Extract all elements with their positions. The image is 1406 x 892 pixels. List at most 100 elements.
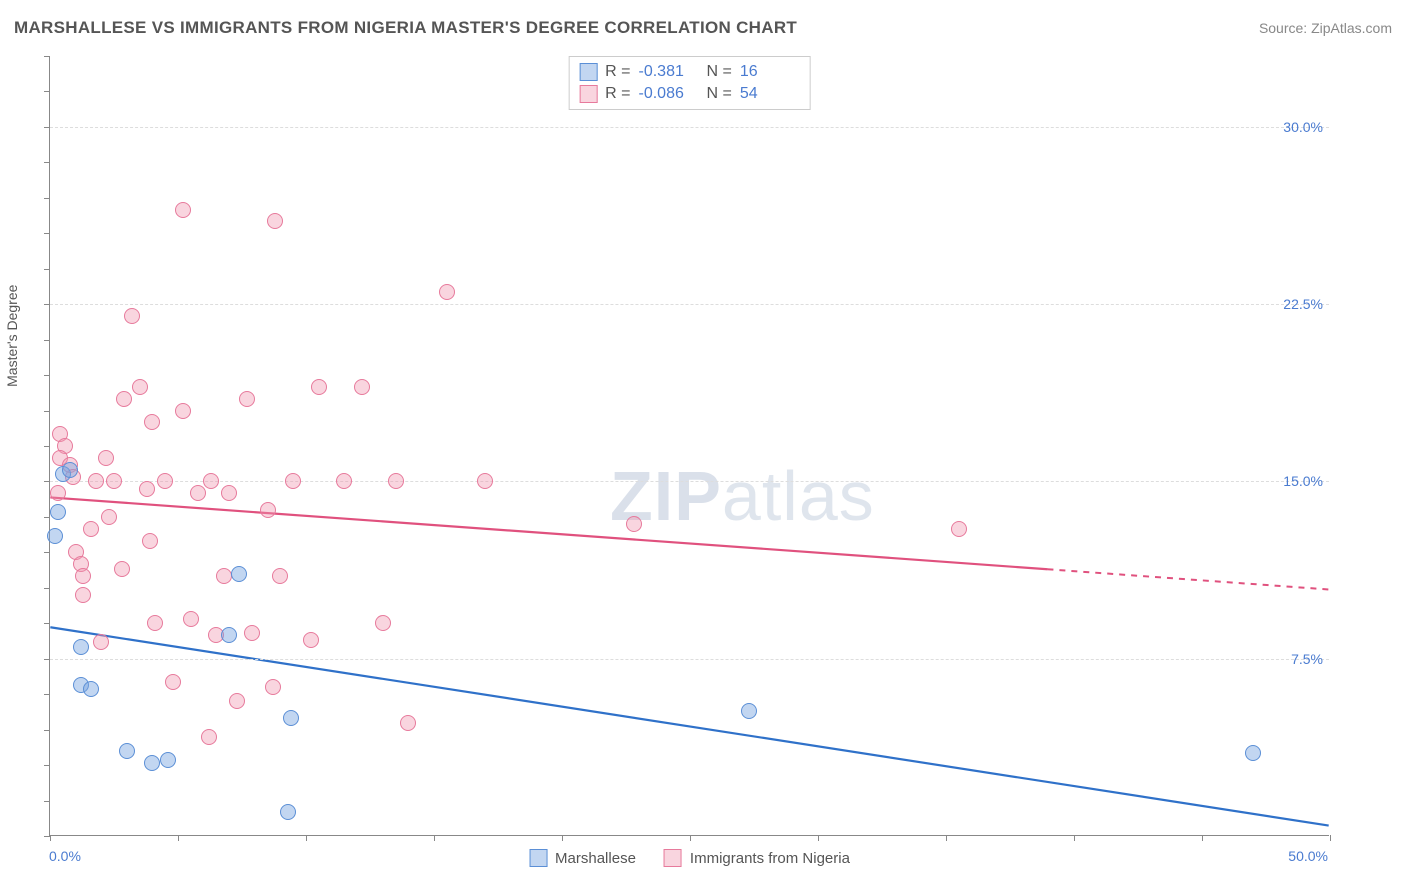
y-tick xyxy=(44,517,50,518)
data-point-pink xyxy=(114,561,130,577)
data-point-pink xyxy=(285,473,301,489)
y-tick xyxy=(44,411,50,412)
x-tick xyxy=(946,835,947,841)
data-point-pink xyxy=(93,634,109,650)
y-tick xyxy=(44,623,50,624)
data-point-pink xyxy=(951,521,967,537)
data-point-pink xyxy=(157,473,173,489)
y-tick xyxy=(44,375,50,376)
n-label: N = xyxy=(707,63,732,81)
grid-line xyxy=(50,481,1329,482)
y-tick xyxy=(44,269,50,270)
data-point-pink xyxy=(239,391,255,407)
x-tick xyxy=(818,835,819,841)
data-point-pink xyxy=(244,625,260,641)
swatch-blue-icon xyxy=(529,849,547,867)
x-tick xyxy=(1330,835,1331,841)
trend-lines xyxy=(50,56,1329,835)
x-axis-max-label: 50.0% xyxy=(1288,848,1328,864)
data-point-blue xyxy=(283,710,299,726)
y-tick-label: 7.5% xyxy=(1291,651,1323,667)
y-tick xyxy=(44,730,50,731)
data-point-pink xyxy=(626,516,642,532)
swatch-blue-icon xyxy=(579,63,597,81)
data-point-pink xyxy=(375,615,391,631)
data-point-pink xyxy=(311,379,327,395)
data-point-pink xyxy=(75,587,91,603)
legend-item-pink: Immigrants from Nigeria xyxy=(664,849,850,867)
data-point-pink xyxy=(190,485,206,501)
y-tick xyxy=(44,481,50,482)
data-point-pink xyxy=(50,485,66,501)
x-tick xyxy=(562,835,563,841)
x-tick xyxy=(434,835,435,841)
data-point-blue xyxy=(231,566,247,582)
y-tick xyxy=(44,340,50,341)
swatch-pink-icon xyxy=(664,849,682,867)
data-point-pink xyxy=(260,502,276,518)
data-point-pink xyxy=(147,615,163,631)
legend-label-pink: Immigrants from Nigeria xyxy=(690,850,850,867)
y-axis-title: Master's Degree xyxy=(4,285,20,387)
y-tick-label: 15.0% xyxy=(1283,473,1323,489)
y-tick xyxy=(44,588,50,589)
trend-line-dashed xyxy=(1047,569,1328,589)
y-tick xyxy=(44,304,50,305)
y-tick xyxy=(44,91,50,92)
data-point-blue xyxy=(73,639,89,655)
data-point-pink xyxy=(165,674,181,690)
data-point-blue xyxy=(119,743,135,759)
data-point-pink xyxy=(139,481,155,497)
n-value-blue: 16 xyxy=(740,63,800,81)
data-point-pink xyxy=(116,391,132,407)
n-value-pink: 54 xyxy=(740,85,800,103)
stats-box: R = -0.381 N = 16 R = -0.086 N = 54 xyxy=(568,56,811,110)
y-tick xyxy=(44,694,50,695)
y-tick xyxy=(44,836,50,837)
data-point-pink xyxy=(229,693,245,709)
data-point-pink xyxy=(203,473,219,489)
source-attribution: Source: ZipAtlas.com xyxy=(1259,20,1392,36)
data-point-pink xyxy=(272,568,288,584)
data-point-pink xyxy=(303,632,319,648)
y-tick xyxy=(44,801,50,802)
data-point-blue xyxy=(50,504,66,520)
x-axis-min-label: 0.0% xyxy=(49,848,81,864)
data-point-pink xyxy=(75,568,91,584)
x-tick xyxy=(1074,835,1075,841)
y-tick xyxy=(44,552,50,553)
r-value-pink: -0.086 xyxy=(639,85,699,103)
grid-line xyxy=(50,304,1329,305)
data-point-pink xyxy=(101,509,117,525)
legend-label-blue: Marshallese xyxy=(555,850,636,867)
data-point-pink xyxy=(142,533,158,549)
data-point-pink xyxy=(265,679,281,695)
grid-line xyxy=(50,659,1329,660)
data-point-blue xyxy=(221,627,237,643)
data-point-blue xyxy=(160,752,176,768)
y-tick xyxy=(44,446,50,447)
chart-title: MARSHALLESE VS IMMIGRANTS FROM NIGERIA M… xyxy=(14,18,797,38)
r-value-blue: -0.381 xyxy=(639,63,699,81)
data-point-pink xyxy=(83,521,99,537)
data-point-pink xyxy=(336,473,352,489)
data-point-pink xyxy=(477,473,493,489)
header: MARSHALLESE VS IMMIGRANTS FROM NIGERIA M… xyxy=(14,18,1392,38)
data-point-pink xyxy=(144,414,160,430)
data-point-pink xyxy=(88,473,104,489)
y-tick xyxy=(44,56,50,57)
data-point-blue xyxy=(280,804,296,820)
y-tick xyxy=(44,233,50,234)
trend-line xyxy=(50,627,1328,825)
trend-line xyxy=(50,497,1047,569)
stats-row-pink: R = -0.086 N = 54 xyxy=(579,83,800,105)
x-tick xyxy=(178,835,179,841)
x-tick xyxy=(50,835,51,841)
y-tick xyxy=(44,765,50,766)
y-tick xyxy=(44,127,50,128)
data-point-pink xyxy=(439,284,455,300)
data-point-pink xyxy=(106,473,122,489)
data-point-pink xyxy=(132,379,148,395)
x-tick xyxy=(690,835,691,841)
data-point-pink xyxy=(183,611,199,627)
